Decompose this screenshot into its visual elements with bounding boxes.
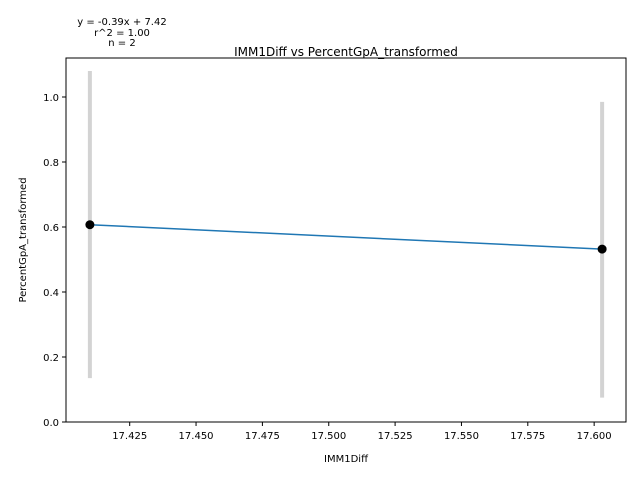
x-axis-label: IMM1Diff [324,454,369,465]
x-tick-label: 17.450 [179,431,214,442]
y-tick-label: 0.4 [43,288,59,299]
fit-line [89,223,603,250]
n-count-label: n = 2 [108,38,135,49]
y-axis-label: PercentGpA_transformed [18,177,29,302]
r-squared-label: r^2 = 1.00 [94,28,150,39]
data-point [597,244,607,254]
x-tick-label: 17.475 [245,431,280,442]
x-tick-label: 17.425 [112,431,147,442]
y-tick-label: 0.8 [43,158,59,169]
x-tick-label: 17.525 [378,431,413,442]
points [85,220,607,254]
x-tick-label: 17.600 [577,431,612,442]
axes-frame [65,57,627,423]
regression-equation: y = -0.39x + 7.42 [77,17,166,28]
y-tick-label: 0.2 [43,353,59,364]
x-tick-label: 17.575 [510,431,545,442]
x-tick-label: 17.550 [444,431,479,442]
x-tick-label: 17.500 [311,431,346,442]
y-tick-label: 0.0 [43,418,59,429]
fit-line-group [89,223,603,250]
x-ticks: 17.425 17.450 17.475 17.500 17.525 17.550 17.5… [112,422,612,442]
chart-title: IMM1Diff vs PercentGpA_transformed [234,45,458,59]
y-tick-label: 0.6 [43,223,59,234]
data-point [85,220,95,230]
y-ticks: 0.0 0.2 0.4 0.6 0.8 1.0 [43,93,66,429]
y-tick-label: 1.0 [43,93,59,104]
